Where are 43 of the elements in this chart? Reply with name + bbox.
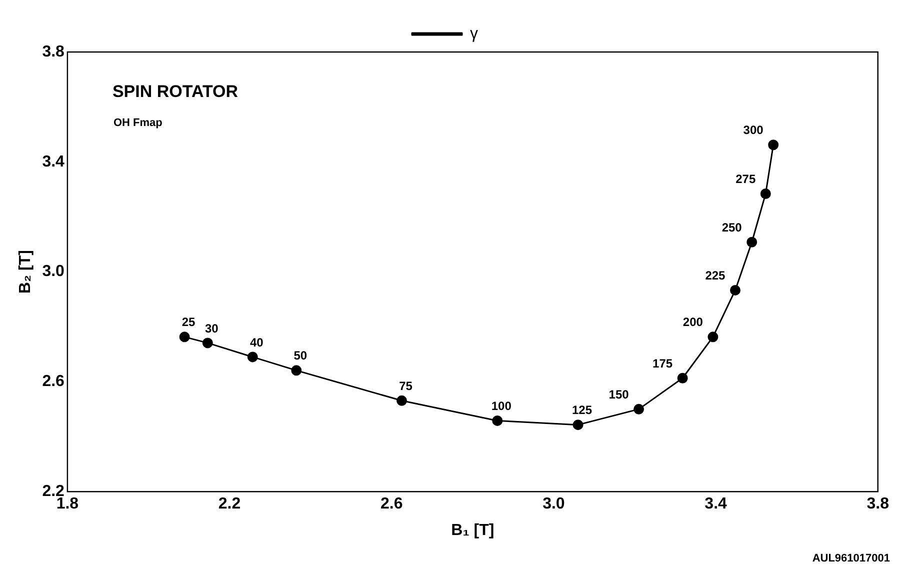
- y-axis-title: B₂ [T]: [17, 250, 34, 294]
- point: [202, 338, 213, 348]
- y-tick-label: 3.4: [42, 153, 65, 170]
- x-tick-label: 3.0: [542, 496, 565, 513]
- annotation: 150: [608, 387, 630, 402]
- legend-label: γ: [470, 25, 478, 42]
- annotation: 200: [682, 315, 704, 330]
- annotation: 250: [722, 220, 742, 234]
- point: [492, 415, 503, 426]
- text: AUL961017001: [812, 552, 890, 565]
- point: [247, 352, 258, 362]
- annotation: 300: [743, 123, 764, 138]
- y-tick-label: 3.8: [42, 43, 65, 60]
- point: [572, 420, 584, 430]
- annotation: 125: [572, 403, 592, 418]
- annotation: 30: [204, 321, 219, 336]
- text: SPIN ROTATOR: [112, 82, 238, 101]
- point: [708, 332, 718, 342]
- point: [760, 188, 771, 200]
- annotation: 75: [399, 378, 413, 393]
- point: [677, 372, 688, 384]
- x-axis-title: B₁ [T]: [451, 522, 494, 539]
- x-tick-label: 3.8: [866, 496, 890, 513]
- point: [396, 395, 407, 406]
- y-tick-label: 2.6: [42, 373, 65, 390]
- point: [634, 404, 644, 414]
- annotation: 40: [250, 335, 264, 350]
- text: OH Fmap: [113, 117, 163, 129]
- annotation: 25: [182, 315, 196, 330]
- x-tick-label: 3.4: [704, 496, 728, 513]
- point: [291, 365, 302, 376]
- point: [730, 284, 740, 296]
- point: [746, 236, 758, 248]
- point: [768, 140, 779, 150]
- annotation: 275: [736, 172, 756, 186]
- annotation: 225: [705, 268, 726, 283]
- x-tick-label: 2.2: [218, 496, 241, 513]
- x-tick-label: 2.6: [380, 496, 403, 513]
- annotation: 50: [294, 348, 308, 363]
- annotation: 100: [491, 399, 512, 414]
- point: [179, 332, 190, 342]
- y-tick-label: 3.0: [42, 263, 65, 280]
- annotation: 175: [652, 356, 673, 370]
